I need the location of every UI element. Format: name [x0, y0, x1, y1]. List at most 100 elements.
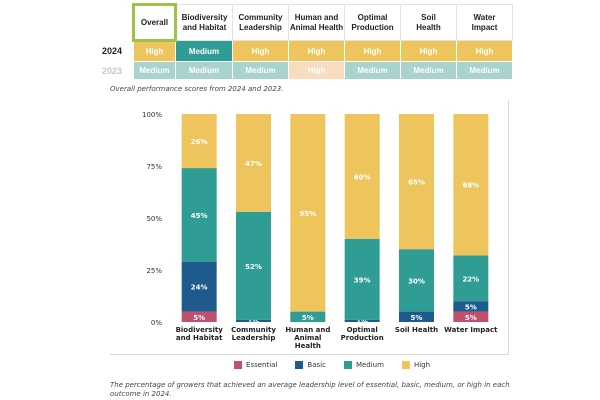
data-label: 30% [408, 277, 425, 285]
x-category-label-line: and Habitat [176, 334, 223, 342]
x-category-label: Soil Health [395, 326, 438, 334]
x-category-label: Human and Animal Health [285, 326, 330, 350]
column-header-line: Human and [294, 12, 339, 22]
column-header-line: Water [473, 12, 496, 22]
data-label: 68% [462, 182, 479, 190]
legend-label-high: High [413, 361, 431, 369]
legend-item-medium: Medium [343, 361, 384, 369]
column-header-line: Health [416, 22, 441, 32]
column-header-water: Water Impact [456, 4, 513, 41]
data-label: 65% [408, 179, 425, 187]
score-cell: Medium [344, 61, 401, 80]
table-corner [98, 5, 134, 41]
data-label: 22% [462, 275, 479, 283]
data-label: 47% [245, 160, 262, 168]
y-tick-label: 25% [146, 267, 162, 275]
chart-frame: 0% 25% 50% 75% 100% 5% 24% 45% 26% Biodiversity an… [110, 100, 509, 355]
legend-swatch-basic [295, 361, 304, 369]
bar-segment-basic [399, 311, 434, 322]
bar-segment-basic [236, 319, 271, 322]
bar-segment-high [181, 114, 217, 169]
score-cell: Medium [232, 61, 289, 80]
column-header-production: Optimal Production [344, 4, 401, 41]
column-header-line: Animal Health [289, 22, 344, 32]
bar-segment-medium [181, 168, 217, 262]
score-cell: Medium [400, 61, 457, 80]
score-table: Overall Biodiversity and Habitat Communit… [98, 3, 513, 80]
data-label: 24% [191, 284, 208, 292]
x-category-label-line: Leadership [232, 334, 276, 342]
legend-swatch-high [401, 361, 410, 369]
row-label-2024: 2024 [102, 46, 123, 56]
bar-segment-basic [453, 301, 489, 312]
row-label-2023: 2023 [102, 65, 123, 76]
table-caption: Overall performance scores from 2024 and… [110, 85, 284, 93]
bar-segment-medium [399, 249, 434, 312]
x-category-label-line: Health [295, 342, 321, 350]
column-header-line: Biodiversity [181, 12, 228, 22]
column-header-line: Leadership [239, 22, 282, 32]
x-category-label-line: Soil Health [395, 326, 438, 334]
chart-caption: The percentage of growers that achieved … [110, 381, 510, 398]
legend-swatch-medium [343, 361, 352, 369]
column-header-health: Human and Animal Health [288, 4, 345, 41]
data-label: 5% [411, 314, 423, 322]
score-cell: Medium [456, 61, 513, 80]
stacked-bar-chart: 0% 25% 50% 75% 100% 5% 24% 45% 26% Biodiversity an… [142, 111, 498, 350]
x-category-label-line: Water Impact [444, 326, 498, 334]
legend-item-basic: Basic [295, 361, 326, 369]
y-tick-label: 50% [146, 215, 162, 223]
data-label: 45% [191, 212, 208, 220]
column-header-line: Impact [471, 22, 498, 32]
column-header-line: Production [351, 22, 394, 32]
data-label: 60% [354, 173, 371, 181]
bar-segment-medium [344, 238, 380, 320]
table-row-2023: 2023 Medium Medium Medium High Medium Me… [98, 61, 513, 80]
data-label: 26% [191, 138, 208, 146]
x-category-label: Optimal Production [341, 326, 384, 342]
x-category-label: Water Impact [444, 326, 498, 334]
score-cell: High [133, 40, 176, 62]
x-category-label-line: Community [231, 326, 276, 334]
bar-segment-basic [181, 261, 217, 312]
score-cell: High [344, 40, 401, 62]
x-category-label-line: Production [341, 334, 384, 342]
y-tick-label: 100% [142, 111, 162, 119]
column-header-biodiversity: Biodiversity and Habitat [175, 4, 233, 41]
column-header-overall: Overall [132, 3, 177, 42]
legend-label-basic: Basic [307, 361, 326, 369]
x-category-label: Biodiversity and Habitat [176, 326, 224, 342]
score-cell: High [232, 40, 289, 62]
y-tick-label: 0% [151, 319, 162, 327]
data-label: 95% [299, 210, 316, 218]
bar-segment-essential [181, 311, 217, 322]
table-row-2024: 2024 High Medium High High High High Hig… [98, 40, 513, 62]
legend-label-essential: Essential [246, 361, 278, 369]
bar-segment-medium [236, 211, 271, 320]
x-category-label-line: Human and [285, 326, 330, 334]
data-label: 1% [248, 318, 260, 326]
data-label: 5% [302, 314, 314, 322]
y-tick-label: 75% [146, 163, 162, 171]
chart-legend: Essential Basic Medium High [234, 361, 430, 369]
column-header-soil: Soil Health [400, 4, 457, 41]
column-header-line: Soil [421, 12, 436, 22]
score-cell: High [288, 61, 345, 80]
bar-segment-high [290, 114, 326, 312]
score-cell: High [288, 40, 345, 62]
column-header-line: Optimal [357, 12, 388, 22]
data-label: 5% [465, 314, 477, 322]
bar-segment-essential [453, 311, 489, 322]
data-label: 5% [465, 303, 477, 311]
x-category-label-line: Biodiversity [176, 326, 224, 334]
bar-segment-high [453, 114, 489, 256]
data-label: 1% [356, 318, 368, 326]
x-category-label-line: Animal [294, 334, 321, 342]
score-cell: Medium [175, 40, 233, 62]
score-cell: High [456, 40, 513, 62]
bar-segment-basic [344, 319, 380, 322]
column-header-line: Overall [140, 17, 169, 27]
bar-segment-high [399, 114, 434, 250]
x-category-label-line: Optimal [347, 326, 378, 334]
column-header-line: Community [238, 12, 283, 22]
